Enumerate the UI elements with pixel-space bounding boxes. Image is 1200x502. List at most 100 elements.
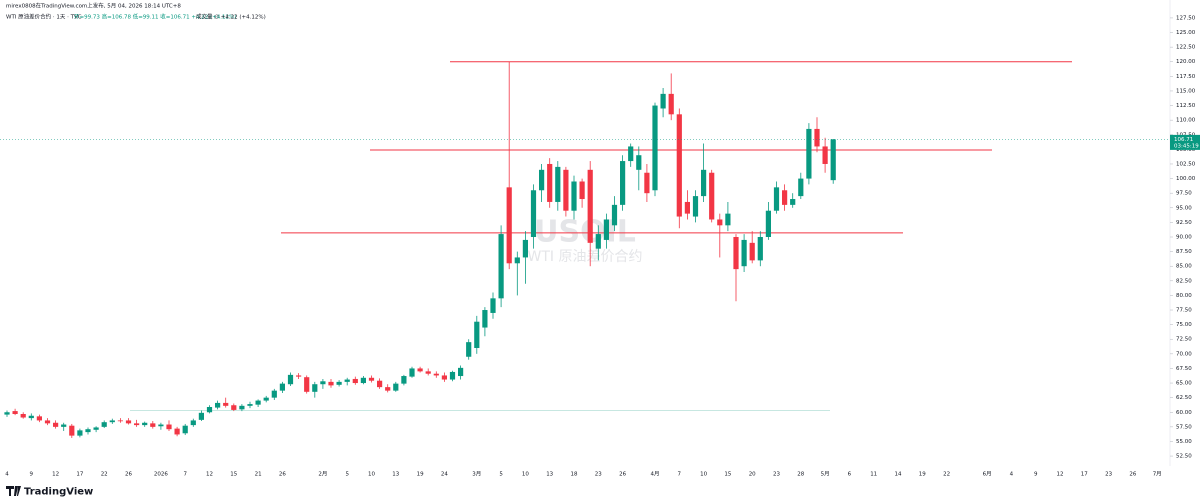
x-tick-label: 9 [1034, 472, 1038, 478]
candle-body [223, 402, 229, 406]
candle-body [182, 425, 188, 434]
y-tick-label: 52.50 [1176, 454, 1192, 460]
y-tick-label: 95.00 [1176, 205, 1192, 211]
candle-body [198, 412, 204, 420]
candle-body [239, 405, 245, 410]
x-tick-label: 22 [943, 472, 950, 478]
candle-body [401, 376, 407, 384]
candle-body [117, 420, 123, 422]
candle-body [441, 375, 447, 380]
x-tick-label: 24 [441, 472, 448, 478]
candle-body [644, 172, 650, 194]
x-tick-label: 13 [546, 472, 553, 478]
candle-body [231, 405, 237, 410]
candle-body [587, 169, 593, 243]
candle-body [263, 397, 269, 401]
x-tick-label: 12 [1057, 472, 1064, 478]
candle-body [466, 342, 472, 357]
y-tick-label: 57.50 [1176, 424, 1192, 430]
candle-body [425, 371, 431, 374]
y-tick-label: 82.50 [1176, 278, 1192, 284]
y-tick-label: 110.00 [1176, 118, 1196, 124]
x-tick-label: 28 [797, 472, 804, 478]
candle-body [36, 416, 42, 421]
x-tick-label: 19 [919, 472, 926, 478]
last-price-tag [1170, 134, 1200, 150]
candle-body [814, 128, 820, 147]
x-tick-label: 2月 [318, 471, 327, 478]
y-tick-label: 100.00 [1176, 176, 1196, 182]
candle-body [61, 424, 67, 427]
x-tick-label: 11 [870, 472, 877, 478]
candle-body [206, 406, 213, 413]
candle-body [773, 187, 780, 211]
brand-logo [6, 486, 21, 496]
x-tick-label: 17 [1081, 472, 1088, 478]
y-tick-label: 90.00 [1176, 235, 1192, 241]
symbol: WTI 原油差价合约 · 1天 · TVC [6, 13, 82, 21]
candle-body [684, 201, 690, 214]
y-tick-label: 70.00 [1176, 351, 1192, 357]
x-tick-label: 26 [1129, 472, 1136, 478]
x-tick-label: 23 [773, 472, 780, 478]
x-tick-label: 7 [183, 472, 187, 478]
candle-body [53, 422, 59, 427]
candle-body [474, 321, 480, 348]
y-tick-label: 80.00 [1176, 293, 1192, 299]
candle-body [190, 420, 196, 426]
candle-body [377, 380, 383, 388]
candle-body [741, 239, 747, 267]
watermark-name: WTI 原油差价合约 [528, 249, 643, 265]
y-tick-label: 75.00 [1176, 322, 1192, 328]
watermark-ticker: USOIL [534, 215, 636, 250]
candle-body [328, 381, 334, 386]
y-tick-label: 92.50 [1176, 220, 1192, 226]
candle-body [522, 239, 528, 258]
candle-body [798, 178, 804, 197]
candle-body [514, 257, 520, 264]
x-tick-label: 18 [571, 472, 578, 478]
y-tick-label: 62.50 [1176, 395, 1192, 401]
candle-body [611, 204, 618, 226]
candle-body [765, 210, 771, 237]
x-tick-label: 2026 [154, 472, 168, 478]
candle-body [733, 237, 739, 270]
x-tick-label: 20 [749, 472, 756, 478]
candle-body [20, 414, 26, 418]
x-tick-label: 6 [848, 472, 852, 478]
x-tick-label: 7 [678, 472, 682, 478]
candle-body [749, 242, 755, 261]
x-tick-label: 12 [52, 472, 59, 478]
x-tick-label: 4 [5, 472, 9, 478]
candle-body [782, 190, 788, 205]
candle-body [628, 146, 634, 162]
candle-body [393, 383, 399, 391]
y-tick-label: 65.00 [1176, 381, 1192, 387]
candle-body [668, 93, 674, 115]
publisher: mirex0808在TradingView.com上发布, 5月 04, 202… [6, 2, 181, 10]
y-tick-label: 87.50 [1176, 249, 1192, 255]
x-tick-label: 10 [522, 472, 529, 478]
x-tick-label: 3月 [472, 471, 481, 478]
candle-body [279, 383, 285, 391]
candle-body [12, 411, 18, 415]
x-tick-label: 22 [101, 472, 108, 478]
y-tick-label: 67.50 [1176, 366, 1192, 372]
candle-body [150, 423, 156, 427]
candle-body [822, 146, 828, 164]
x-tick-label: 7月 [1153, 471, 1162, 478]
x-tick-label: 26 [619, 472, 626, 478]
candle-body [101, 422, 107, 427]
candle-body [482, 310, 488, 328]
x-tick-label: 10 [368, 472, 375, 478]
candle-body [757, 237, 763, 261]
candle-body [158, 424, 164, 427]
candle-body [109, 420, 115, 423]
candle-body [701, 169, 707, 197]
y-tick-label: 77.50 [1176, 308, 1192, 314]
candle-body [28, 415, 34, 419]
y-tick-label: 97.50 [1176, 191, 1192, 197]
candle-body [312, 384, 318, 392]
x-tick-label: 12 [206, 472, 213, 478]
candle-body [636, 155, 642, 170]
